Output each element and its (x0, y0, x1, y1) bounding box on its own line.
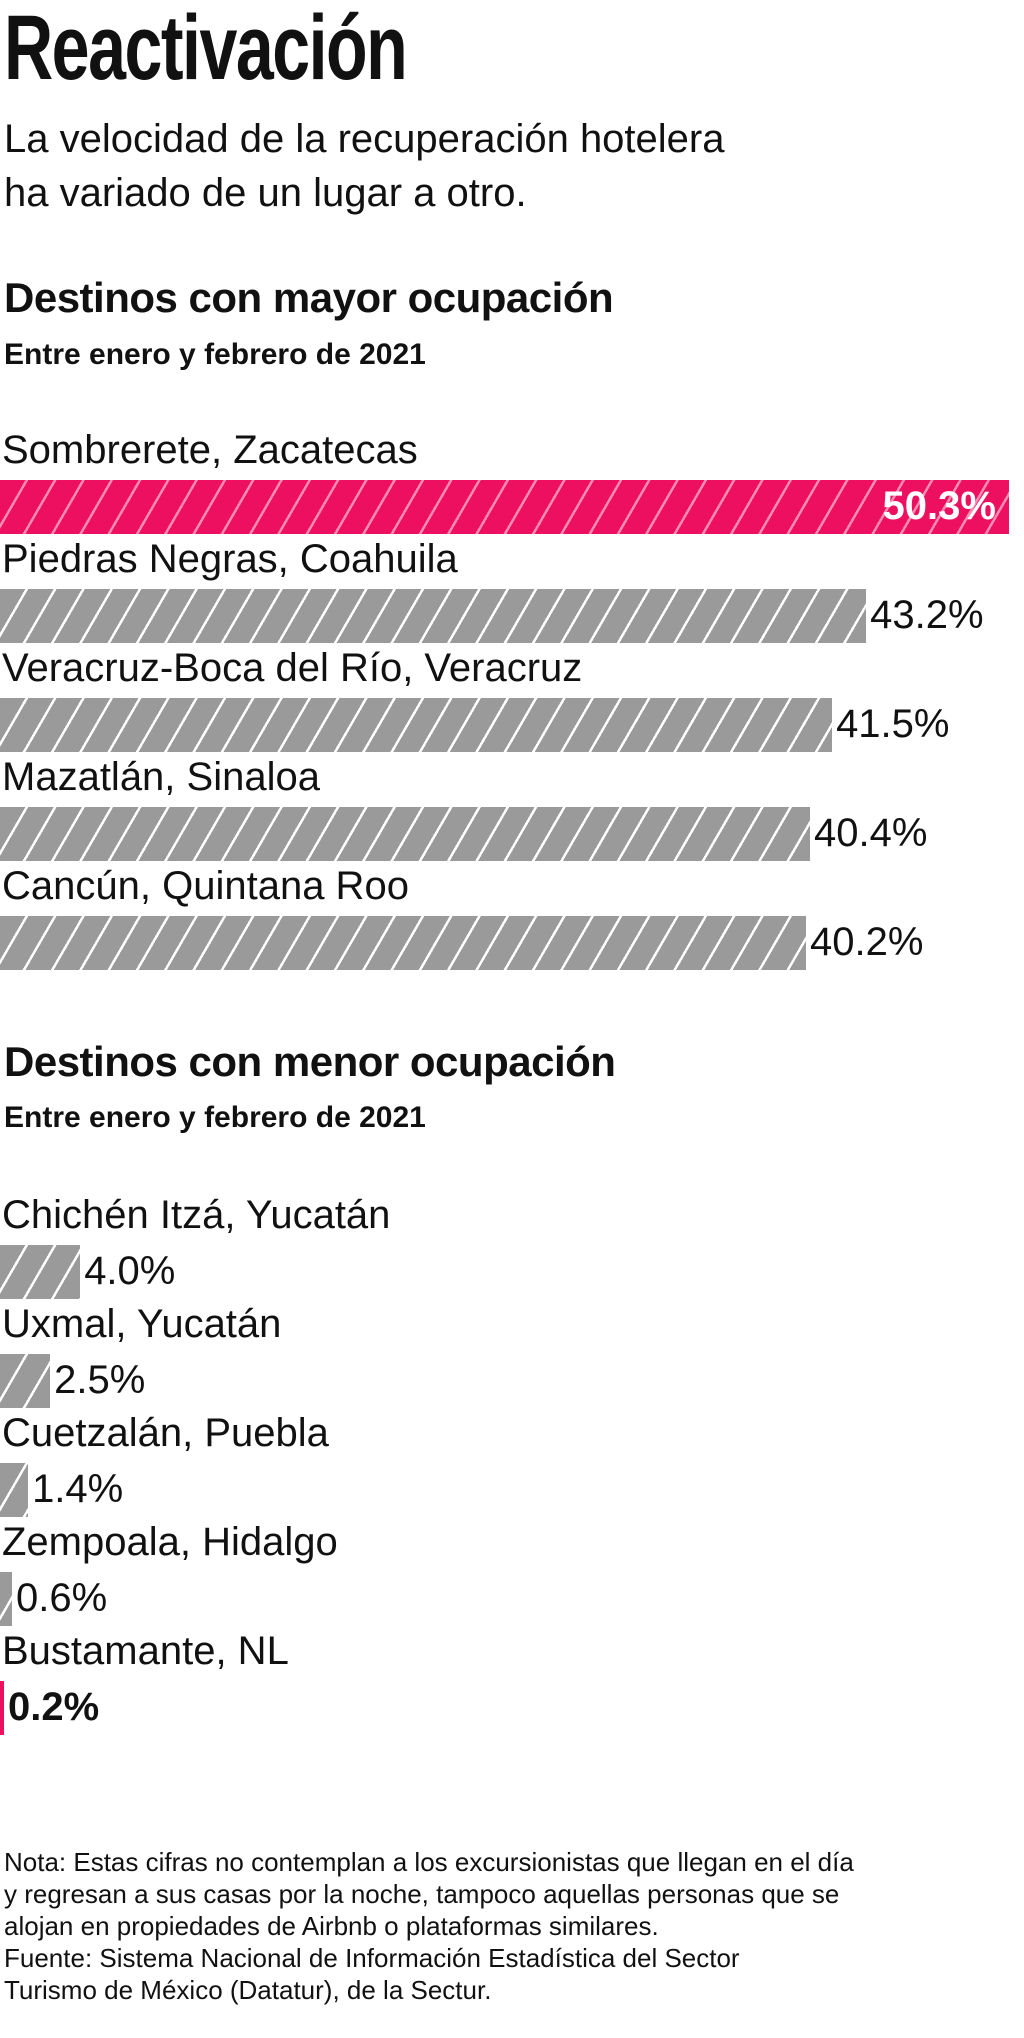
category-label: Uxmal, Yucatán (2, 1302, 282, 1346)
subtitle-line-2: ha variado de un lugar a otro. (4, 171, 527, 215)
category-label: Piedras Negras, Coahuila (2, 537, 458, 581)
category-label: Cancún, Quintana Roo (2, 864, 409, 908)
bar (0, 916, 806, 970)
note-line: alojan en propiedades de Airbnb o plataf… (4, 1911, 659, 1941)
subtitle-line-1: La velocidad de la recuperación hotelera (4, 117, 725, 161)
value-label: 1.4% (32, 1467, 124, 1511)
chart-2-title: Destinos con menor ocupación (4, 1038, 616, 1085)
bar (0, 1572, 13, 1626)
bar (0, 1463, 29, 1517)
bar (0, 1354, 51, 1408)
bar (0, 807, 811, 861)
category-label: Sombrerete, Zacatecas (2, 428, 418, 472)
value-label: 0.2% (8, 1685, 100, 1729)
bar (0, 480, 1009, 534)
category-label: Mazatlán, Sinaloa (2, 755, 320, 799)
page-title: Reactivación (4, 0, 408, 99)
chart-1-subtitle: Entre enero y febrero de 2021 (4, 338, 426, 371)
bar (0, 1681, 4, 1735)
bar (0, 1245, 81, 1299)
bar (0, 589, 867, 643)
footnote: Nota: Estas cifras no contemplan a los e… (4, 1846, 1019, 2006)
category-label: Bustamante, NL (2, 1629, 289, 1673)
value-label: 41.5% (836, 702, 950, 746)
value-label: 43.2% (870, 593, 984, 637)
category-label: Chichén Itzá, Yucatán (2, 1193, 391, 1237)
value-label: 0.6% (16, 1576, 108, 1620)
chart-2-subtitle: Entre enero y febrero de 2021 (4, 1101, 426, 1134)
bar (0, 698, 833, 752)
value-label: 4.0% (84, 1249, 176, 1293)
value-label: 40.2% (810, 920, 924, 964)
source-line: Turismo de México (Datatur), de la Sectu… (4, 1975, 492, 2005)
note-line: y regresan a sus casas por la noche, tam… (4, 1879, 840, 1909)
category-label: Zempoala, Hidalgo (2, 1520, 338, 1564)
source-line: Fuente: Sistema Nacional de Información … (4, 1943, 740, 1973)
category-label: Veracruz-Boca del Río, Veracruz (2, 646, 583, 690)
category-label: Cuetzalán, Puebla (2, 1411, 329, 1455)
note-line: Nota: Estas cifras no contemplan a los e… (4, 1847, 854, 1877)
value-label: 50.3% (882, 484, 996, 528)
value-label: 2.5% (54, 1358, 146, 1402)
value-label: 40.4% (814, 811, 928, 855)
chart-1-title: Destinos con mayor ocupación (4, 274, 614, 321)
